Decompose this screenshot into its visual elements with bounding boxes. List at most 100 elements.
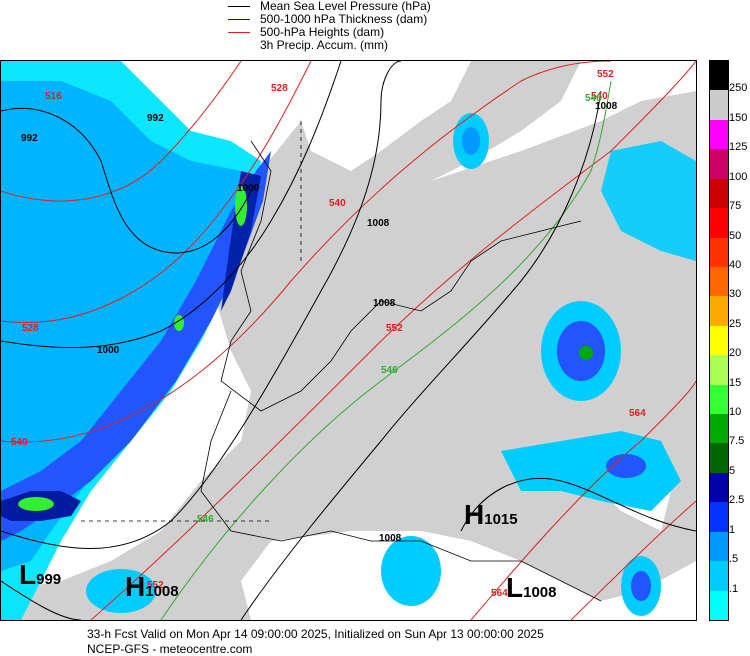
height-contour-528 [1,61,312,323]
colorbar-label: 1 [729,523,736,536]
isobar-1008 [240,90,602,620]
label-isobar-1008-east: 1008 [595,101,618,112]
precip-max-west [18,497,54,511]
thickness-line-swatch [228,19,250,20]
low-value: 999 [36,571,62,588]
precip-max-uk [235,186,247,226]
colorbar-segment [710,178,728,209]
label-540-west: 540 [11,437,28,448]
low-letter: L [19,559,37,590]
colorbar-label: 75 [729,200,742,213]
label-564-east: 564 [629,408,646,419]
label-540-north: 540 [329,198,346,209]
isobar-1000 [1,61,342,349]
colorbar-segment [710,443,728,474]
mediterranean-sea [241,531,696,620]
contour-labels: 516 528 528 540 540 540 552 552 552 564 … [11,69,646,599]
colorbar-label: 10 [729,406,742,419]
colorbar-segment [710,296,728,327]
colorbar-segment [710,266,728,297]
colorbar-label: 50 [729,229,742,242]
label-isobar-992-west: 992 [21,133,38,144]
label-thickness-546-center: 546 [381,365,398,376]
colorbar-segment [710,472,728,503]
baltic-sea [431,61,696,181]
height-contour-540 [1,61,612,443]
colorbar-segment [710,325,728,356]
label-thickness-546-south: 546 [197,514,214,525]
label-isobar-1008-south: 1008 [379,533,402,544]
source-caption: NCEP-GFS - meteocentre.com [87,642,253,656]
high-value-med: 1015 [484,511,518,528]
colorbar-label: 30 [729,288,742,301]
label-528-north: 528 [271,83,288,94]
colorbar-label: 2.5 [729,494,745,507]
isobar-1015 [460,477,696,532]
legend-label-thickness: 500-1000 hPa Thickness (dam) [260,12,428,26]
label-516: 516 [45,91,62,102]
legend-item-precip: 3h Precip. Accum. (mm) [228,38,528,52]
high-letter-med: H [464,499,485,530]
colorbar-segment [710,502,728,533]
label-isobar-1008-center: 1008 [373,298,396,309]
high-pressure-iberia: H1008 [125,573,179,601]
legend-label-heights: 500-hPa Heights (dam) [260,25,385,39]
colorbar-segment [710,355,728,386]
high-value: 1008 [145,583,179,600]
thickness-contours [160,80,612,620]
legend-label-precip: 3h Precip. Accum. (mm) [260,38,389,52]
colorbar-label: 250 [729,82,748,95]
height-contour-516 [1,61,242,202]
colorbar-segment [710,531,728,562]
colorbar-label: 7.5 [729,435,745,448]
label-thickness-546-east: 546 [585,93,602,104]
legend-item-mslp: Mean Sea Level Pressure (hPa) [228,0,528,13]
colorbar-label: 40 [729,258,742,271]
label-isobar-1000-west: 1000 [97,345,120,356]
colorbar-segment [710,119,728,150]
map-legend: Mean Sea Level Pressure (hPa) 500-1000 h… [228,0,528,56]
low-pressure-west: L999 [19,561,61,589]
precip-cell-denmark-core [462,127,480,155]
label-552-center: 552 [386,323,403,334]
coastline-south-europe [200,390,602,602]
mslp-line-swatch [228,6,250,7]
colorbar-label: 100 [729,170,748,183]
colorbar-label: .5 [729,553,739,566]
colorbar-segment [710,208,728,238]
isobars [1,61,696,620]
colorbar-label: 5 [729,464,736,477]
label-552-east: 552 [597,69,614,80]
low-pressure-med: L1008 [506,574,556,602]
height-contour-564b [570,500,696,620]
colorbar-segment [710,149,728,180]
precip-colorbar [709,60,729,621]
precip-cell-iberia-east [381,536,441,606]
colorbar-label: 25 [729,317,742,330]
precip-cell-alps-core [606,454,646,478]
low-value-med: 1008 [523,584,557,601]
label-564-south: 564 [491,588,508,599]
forecast-valid-caption: 33-h Fcst Valid on Mon Apr 14 09:00:00 2… [87,627,544,641]
colorbar-segment [710,561,728,592]
legend-label-mslp: Mean Sea Level Pressure (hPa) [260,0,431,13]
height-contours [1,61,696,620]
legend-item-thickness: 500-1000 hPa Thickness (dam) [228,12,528,26]
precip-band-mid [1,81,241,571]
precip-cell-south-west [86,569,156,613]
label-528-west: 528 [22,323,39,334]
weather-map: 516 528 528 540 540 540 552 552 552 564 … [0,60,697,621]
isobar-low-west [1,580,82,620]
label-552-south: 552 [147,580,164,591]
label-isobar-992-north: 992 [147,113,164,124]
precip-cell-italy-south-core [631,571,651,601]
precip-cell-alps [501,431,681,511]
colorbar-segment [710,590,728,621]
precip-cell-poland [601,141,696,261]
colorbar-label: 150 [729,111,748,124]
legend-item-heights: 500-hPa Heights (dam) [228,25,528,39]
colorbar-segment [710,384,728,415]
label-isobar-1008-north: 1008 [367,218,390,229]
isobar-992 [1,107,252,254]
high-pressure-med: H1015 [464,501,518,529]
